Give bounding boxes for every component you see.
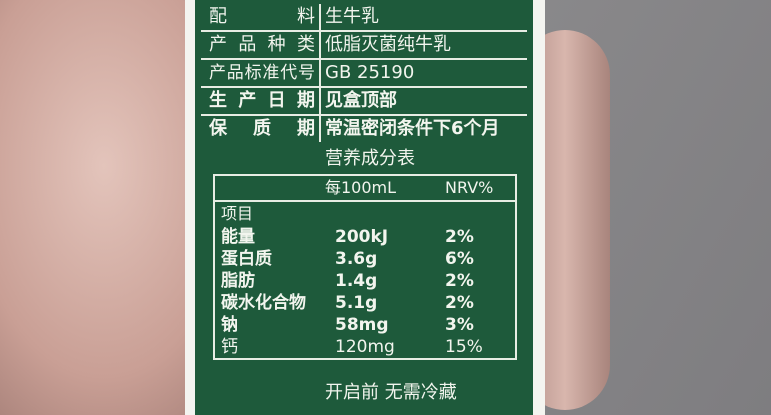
column-divider [319, 4, 321, 142]
header-nrv: NRV% [445, 178, 494, 197]
table-row: 钠 58mg 3% [215, 314, 515, 336]
nutrient-name: 钠 [221, 315, 238, 335]
info-label: 保质期 [209, 118, 315, 139]
info-row: 生产日期 见盒顶部 [201, 88, 527, 116]
info-label: 产品种类 [209, 34, 315, 55]
nutrient-nrv: 6% [445, 249, 474, 269]
nutrient-nrv: 2% [445, 271, 474, 291]
header-divider [215, 200, 515, 202]
table-row: 碳水化合物 5.1g 2% [215, 292, 515, 314]
header-item: 项目 [221, 204, 254, 223]
nutrient-amount: 1.4g [335, 271, 378, 291]
info-row: 产品种类 低脂灭菌纯牛乳 [201, 32, 527, 60]
info-value: 低脂灭菌纯牛乳 [325, 34, 451, 55]
info-label: 生产日期 [209, 90, 315, 111]
table-row: 脂肪 1.4g 2% [215, 270, 515, 292]
storage-note: 开启前 无需冷藏 [325, 382, 457, 403]
nutrition-table: 每100mL NRV% 项目 能量 200kJ 2% 蛋白质 3.6g 6% 脂肪 1.4… [213, 174, 517, 360]
table-row: 钙 120mg 15% [215, 336, 515, 358]
nutrient-name: 钙 [221, 337, 238, 357]
nutrient-nrv: 2% [445, 227, 474, 247]
info-value: 见盒顶部 [325, 90, 397, 111]
info-value: 常温密闭条件下6个月 [325, 118, 500, 139]
info-row: 保质期 常温密闭条件下6个月 [201, 116, 527, 142]
nutrient-amount: 120mg [335, 337, 395, 357]
header-per: 每100mL [325, 178, 397, 197]
nutrient-name: 碳水化合物 [221, 293, 306, 313]
table-row: 蛋白质 3.6g 6% [215, 248, 515, 270]
info-label: 配料 [209, 6, 315, 27]
info-label: 产品标准代号 [209, 63, 315, 83]
nutrient-amount: 5.1g [335, 293, 378, 313]
info-row: 产品标准代号 GB 25190 [201, 60, 527, 88]
nutrient-name: 脂肪 [221, 271, 255, 291]
nutrient-nrv: 15% [445, 337, 483, 357]
nutrient-amount: 3.6g [335, 249, 378, 269]
nutrient-name: 蛋白质 [221, 249, 272, 269]
nutrient-name: 能量 [221, 227, 255, 247]
info-row: 配料 生牛乳 [201, 4, 527, 32]
nutrient-amount: 200kJ [335, 227, 389, 247]
nutrient-nrv: 3% [445, 315, 474, 335]
table-row: 能量 200kJ 2% [215, 226, 515, 248]
milk-carton: 配料 生牛乳 产品种类 低脂灭菌纯牛乳 产品标准代号 GB 25190 生产日期 见盒顶… [185, 0, 545, 415]
info-value: GB 25190 [325, 62, 415, 83]
nutrient-amount: 58mg [335, 315, 389, 335]
info-value: 生牛乳 [325, 6, 379, 27]
label-panel: 配料 生牛乳 产品种类 低脂灭菌纯牛乳 产品标准代号 GB 25190 生产日期 见盒顶… [195, 0, 533, 415]
nutrient-nrv: 2% [445, 293, 474, 313]
nutrition-title: 营养成分表 [325, 148, 415, 169]
